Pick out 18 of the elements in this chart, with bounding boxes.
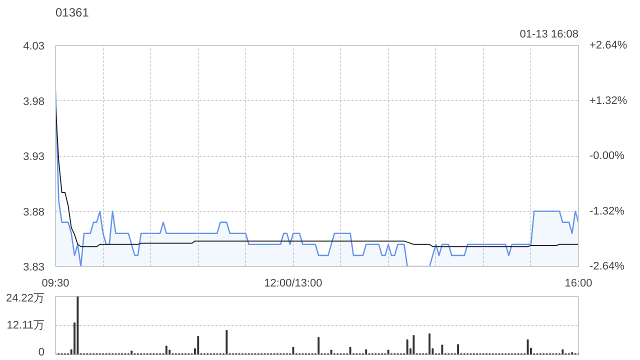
- y2-tick-label: -0.00%: [590, 150, 625, 162]
- text: 01-13 16:08: [520, 28, 578, 40]
- y2-tick-label: +2.64%: [590, 40, 628, 52]
- y-tick-label: 3.83: [23, 262, 45, 274]
- y-tick-label: 4.03: [23, 40, 45, 52]
- y-tick-label: 12.11万: [6, 320, 45, 332]
- x-tick-label: 12:00/13:00: [264, 278, 322, 290]
- chart-title: 01361: [56, 6, 90, 20]
- y2-tick-label: +1.32%: [590, 94, 628, 107]
- y2-tick-label: -2.64%: [590, 260, 625, 272]
- y-tick-label: 3.93: [23, 151, 45, 163]
- x-tick-label: 09:30: [42, 278, 70, 290]
- x-tick-label: 16:00: [564, 278, 592, 290]
- y-tick-label: 24.22万: [6, 292, 45, 304]
- y-tick-label: 0: [38, 346, 45, 358]
- y-tick-label: 3.88: [23, 206, 45, 218]
- y2-tick-label: -1.32%: [590, 205, 625, 218]
- y-tick-label: 3.98: [23, 96, 45, 108]
